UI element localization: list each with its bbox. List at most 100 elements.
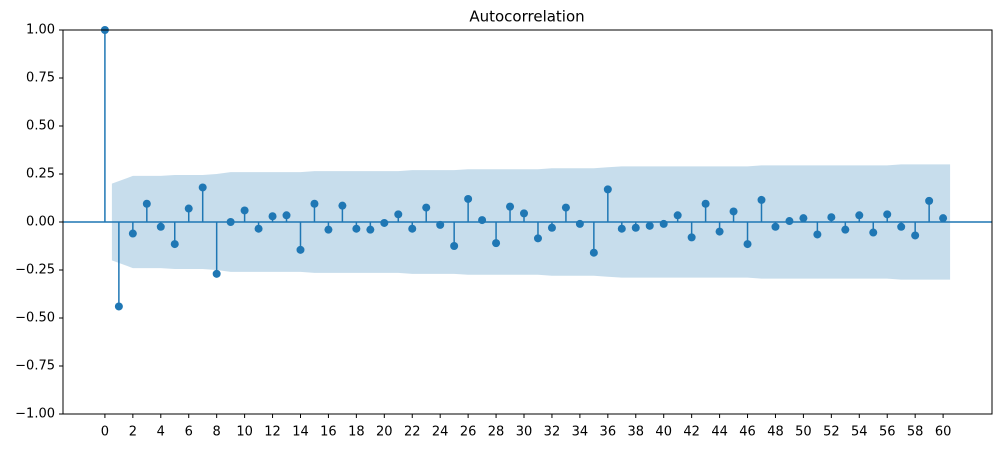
- y-tick-label: −1.00: [15, 407, 55, 422]
- x-tick-label: 16: [320, 425, 337, 440]
- y-tick-label: −0.75: [15, 359, 55, 374]
- x-tick-label: 42: [683, 425, 700, 440]
- x-tick-label: 18: [348, 425, 365, 440]
- marker: [310, 199, 319, 208]
- marker: [771, 222, 780, 231]
- x-tick-label: 34: [572, 425, 589, 440]
- marker: [268, 212, 277, 221]
- marker: [114, 302, 123, 311]
- marker: [198, 183, 207, 192]
- marker: [184, 204, 193, 213]
- marker: [659, 219, 668, 228]
- marker: [212, 269, 221, 278]
- x-tick-label: 12: [264, 425, 281, 440]
- marker: [687, 233, 696, 242]
- marker: [506, 202, 515, 211]
- marker: [799, 214, 808, 223]
- y-tick-label: 1.00: [26, 23, 55, 38]
- x-tick-label: 20: [376, 425, 393, 440]
- marker: [785, 217, 794, 226]
- marker: [911, 231, 920, 240]
- marker: [156, 222, 165, 231]
- x-tick-label: 46: [739, 425, 756, 440]
- marker: [743, 240, 752, 249]
- marker: [142, 199, 151, 208]
- y-tick-label: 0.00: [26, 215, 55, 230]
- marker: [282, 211, 291, 220]
- x-tick-label: 60: [935, 425, 952, 440]
- marker: [813, 230, 822, 239]
- x-tick-label: 50: [795, 425, 812, 440]
- marker: [366, 225, 375, 234]
- marker: [939, 214, 948, 223]
- y-tick-label: −0.25: [15, 263, 55, 278]
- marker: [380, 218, 389, 227]
- x-tick-label: 2: [129, 425, 137, 440]
- x-tick-label: 26: [460, 425, 477, 440]
- x-tick-label: 36: [600, 425, 617, 440]
- y-tick-label: 0.50: [26, 119, 55, 134]
- marker: [757, 195, 766, 204]
- marker: [464, 194, 473, 203]
- marker: [589, 248, 598, 257]
- marker: [897, 222, 906, 231]
- marker: [394, 210, 403, 219]
- marker: [338, 201, 347, 210]
- marker: [436, 220, 445, 229]
- marker: [561, 203, 570, 212]
- marker: [701, 199, 710, 208]
- x-tick-label: 48: [767, 425, 784, 440]
- marker: [645, 221, 654, 230]
- x-tick-label: 40: [655, 425, 672, 440]
- x-tick-label: 4: [157, 425, 165, 440]
- marker: [254, 224, 263, 233]
- marker: [170, 240, 179, 249]
- marker: [603, 185, 612, 194]
- y-tick-label: 0.25: [26, 167, 55, 182]
- x-tick-label: 28: [488, 425, 505, 440]
- x-tick-label: 44: [711, 425, 728, 440]
- marker: [673, 211, 682, 220]
- marker: [352, 224, 361, 233]
- chart-title: Autocorrelation: [469, 8, 584, 26]
- marker: [617, 224, 626, 233]
- y-tick-label: −0.50: [15, 311, 55, 326]
- x-tick-label: 10: [236, 425, 253, 440]
- y-tick-label: 0.75: [26, 71, 55, 86]
- x-tick-label: 32: [544, 425, 561, 440]
- marker: [296, 245, 305, 254]
- marker: [715, 227, 724, 236]
- x-tick-label: 14: [292, 425, 309, 440]
- x-tick-label: 54: [851, 425, 868, 440]
- x-tick-label: 8: [213, 425, 221, 440]
- marker: [450, 242, 459, 250]
- x-tick-label: 0: [101, 425, 109, 440]
- marker: [226, 218, 235, 226]
- marker: [855, 211, 864, 220]
- marker: [547, 223, 556, 232]
- x-tick-label: 52: [823, 425, 840, 440]
- marker: [869, 228, 878, 237]
- x-tick-label: 22: [404, 425, 421, 440]
- x-tick-label: 6: [185, 425, 193, 440]
- marker: [492, 239, 501, 248]
- marker: [841, 225, 850, 234]
- x-tick-label: 30: [516, 425, 533, 440]
- marker: [883, 210, 892, 219]
- x-tick-label: 58: [907, 425, 924, 440]
- marker: [533, 234, 542, 243]
- x-tick-label: 24: [432, 425, 449, 440]
- marker: [827, 213, 836, 222]
- marker: [408, 224, 417, 233]
- marker: [631, 223, 640, 232]
- marker: [478, 216, 487, 225]
- marker: [575, 219, 584, 228]
- marker: [240, 206, 249, 215]
- marker: [520, 209, 529, 218]
- marker: [925, 196, 934, 205]
- x-tick-label: 38: [627, 425, 644, 440]
- marker: [128, 229, 137, 238]
- plot-frame: [62, 29, 993, 415]
- marker: [324, 225, 333, 234]
